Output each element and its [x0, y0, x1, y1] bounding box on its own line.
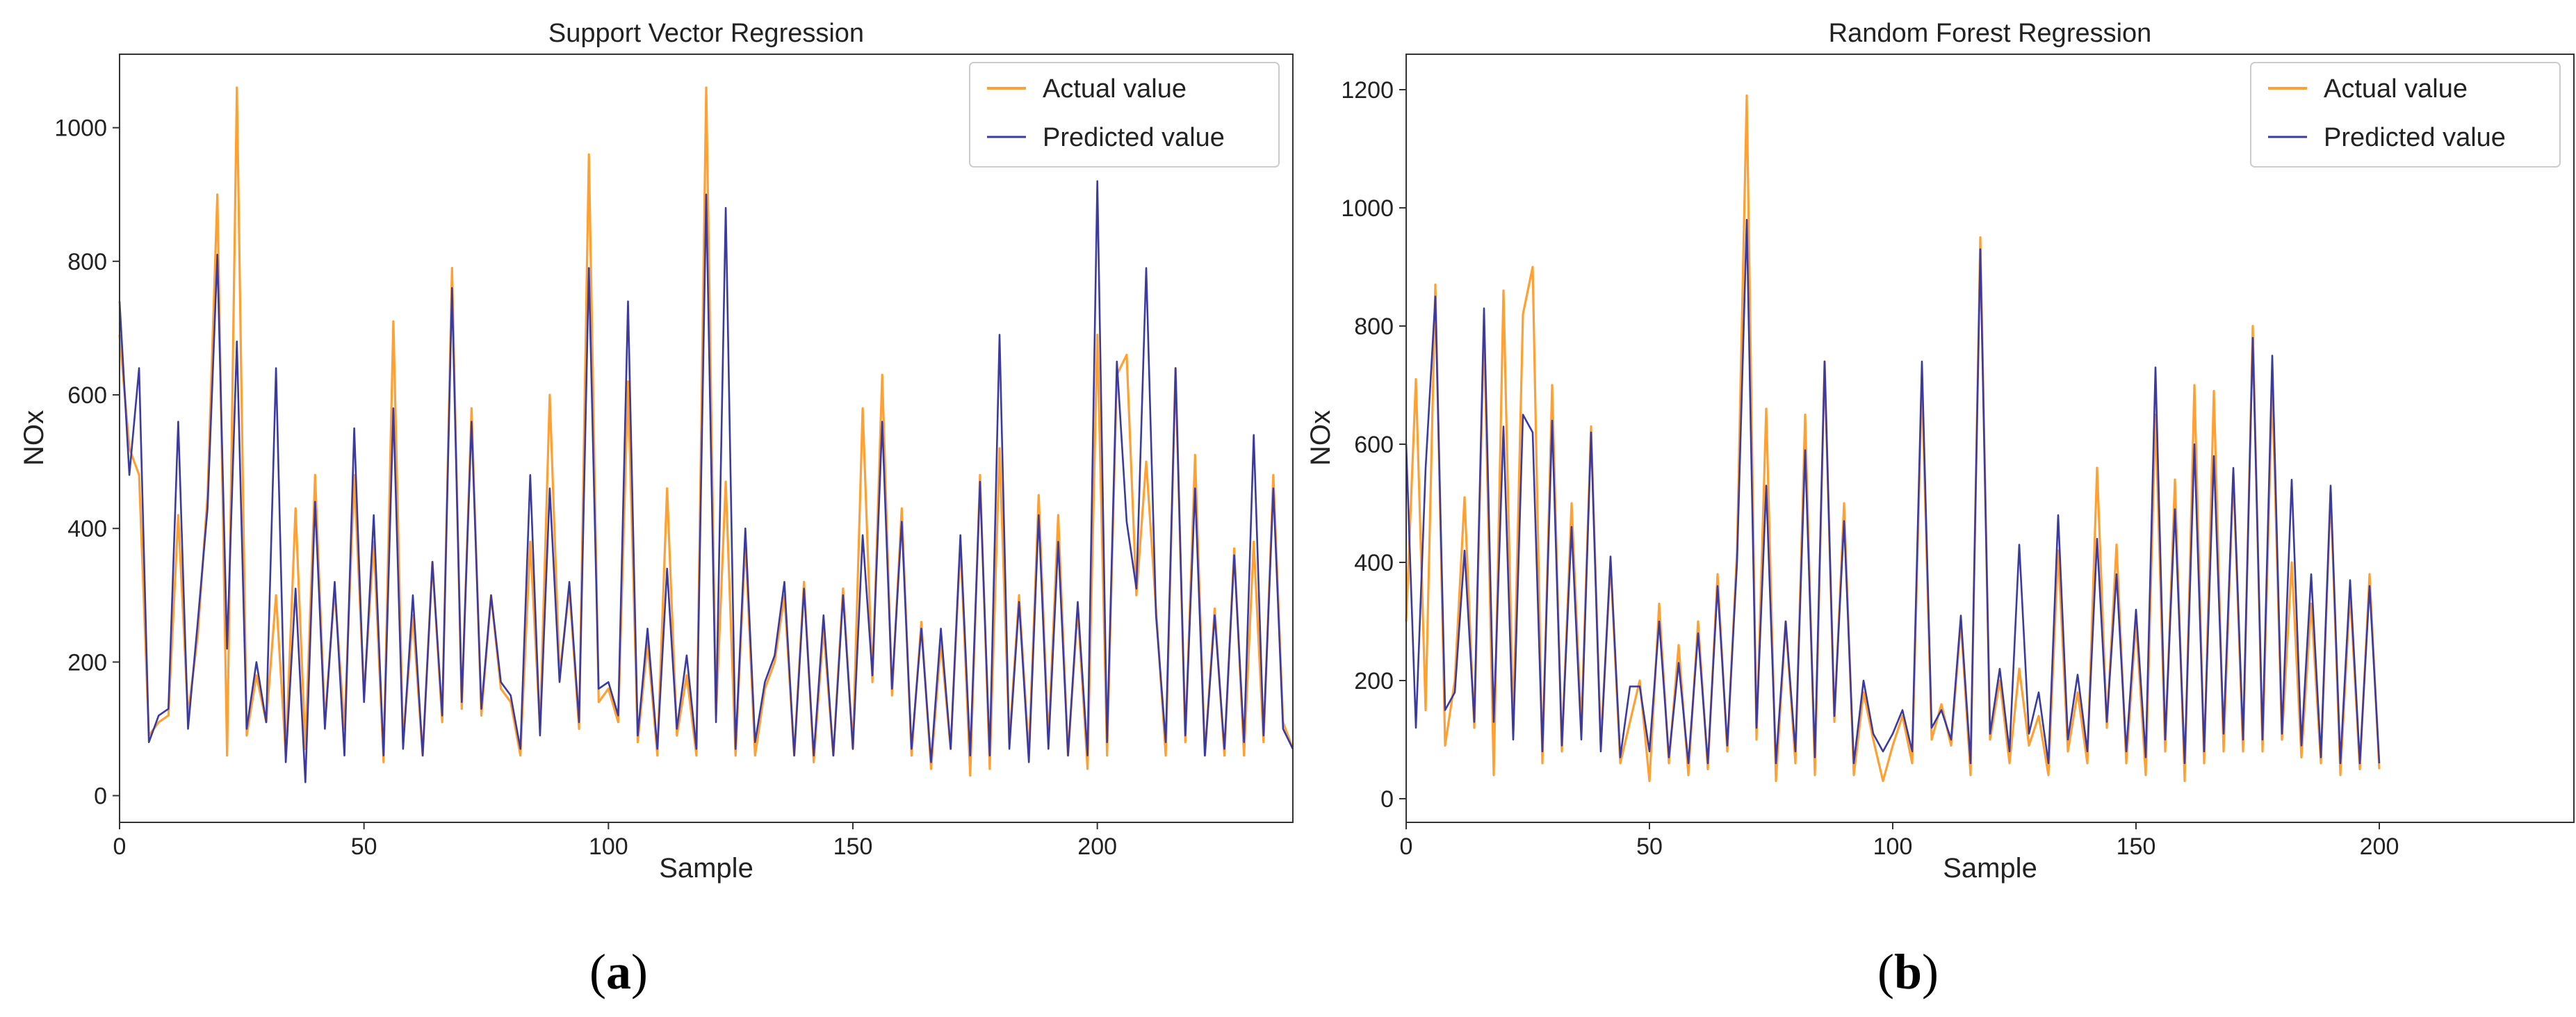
panel-a-series-actual [118, 86, 1294, 777]
panel-a-caption-letter: a [606, 944, 631, 1000]
panel-b-series-predicted [1405, 218, 2381, 765]
panel-a-legend-box [969, 62, 1280, 168]
panel-b-xlabel: Sample [1943, 853, 2037, 884]
panel-a-xtick-label: 200 [1077, 833, 1117, 860]
panel-b-plot [1405, 94, 2381, 783]
panel-a-ytick-label: 200 [67, 649, 107, 676]
panel-b-xtick-label: 100 [1873, 833, 1913, 860]
panel-a-title: Support Vector Regression [548, 19, 864, 48]
panel-a-plot [118, 86, 1294, 783]
panel-b-ytick-label: 1200 [1341, 77, 1394, 104]
panel-a-xtick-label: 50 [351, 833, 377, 860]
panel-b-xtick-label: 0 [1400, 833, 1413, 860]
panel-b-ytick-label: 0 [1380, 786, 1394, 813]
panel-b-caption-open: ( [1877, 944, 1894, 1000]
panel-b-legend: Actual value Predicted value [2250, 62, 2561, 168]
panel-b-xtick-label: 50 [1636, 833, 1663, 860]
panel-a-legend: Actual value Predicted value [969, 62, 1280, 168]
panel-b-ytick-label: 1000 [1341, 195, 1394, 222]
panel-b-legend-actual-label: Actual value [2324, 74, 2468, 104]
panel-a-xtick-label: 0 [113, 833, 127, 860]
panel-a-axes-frame [119, 54, 1294, 823]
panel-b-legend-predicted-label: Predicted value [2324, 123, 2506, 152]
panel-b-axes-frame [1405, 54, 2575, 823]
panel-a-ylabel: NOx [19, 410, 49, 466]
panel-b-x-ticks: 0 50 100 150 200 [1400, 822, 2399, 860]
panel-b-ylabel: NOx [1305, 410, 1336, 466]
panel-a-caption-open: ( [589, 944, 606, 1000]
panel-a-series-predicted [118, 180, 1294, 783]
panel-b-caption-close: ) [1922, 944, 1939, 1000]
panel-a-ytick-label: 400 [67, 516, 107, 542]
panel-b-legend-box [2250, 62, 2561, 168]
panel-b-ytick-label: 800 [1354, 314, 1394, 340]
panel-a-legend-actual-label: Actual value [1043, 74, 1187, 104]
panel-a-y-ticks: 0 200 400 600 800 1000 [54, 115, 120, 810]
panel-a-xtick-label: 150 [833, 833, 873, 860]
panel-b: Random Forest Regression 0 200 400 600 800 10… [1305, 19, 2575, 1000]
panel-a-caption-close: ) [631, 944, 648, 1000]
panel-b-caption: (b) [1877, 944, 1939, 1000]
panel-b-ytick-label: 600 [1354, 432, 1394, 458]
panel-a: Support Vector Regression 0 200 400 600 800 1… [19, 19, 1294, 1000]
panel-b-ytick-label: 400 [1354, 550, 1394, 576]
panel-a-ytick-label: 0 [94, 783, 107, 810]
panel-b-ytick-label: 200 [1354, 668, 1394, 694]
panel-a-ytick-label: 1000 [54, 115, 107, 142]
panel-b-y-ticks: 0 200 400 600 800 1000 1200 [1341, 77, 1406, 813]
panel-a-ytick-label: 600 [67, 382, 107, 409]
panel-b-title: Random Forest Regression [1829, 19, 2152, 48]
panel-a-ytick-label: 800 [67, 249, 107, 275]
panel-a-xlabel: Sample [659, 853, 753, 884]
panel-a-x-ticks: 0 50 100 150 200 [113, 822, 1117, 860]
panel-a-legend-predicted-label: Predicted value [1043, 123, 1225, 152]
panel-a-caption: (a) [589, 944, 648, 1000]
panel-b-xtick-label: 200 [2360, 833, 2399, 860]
panel-b-caption-letter: b [1894, 944, 1922, 1000]
panel-a-xtick-label: 100 [589, 833, 628, 860]
panel-b-xtick-label: 150 [2117, 833, 2156, 860]
